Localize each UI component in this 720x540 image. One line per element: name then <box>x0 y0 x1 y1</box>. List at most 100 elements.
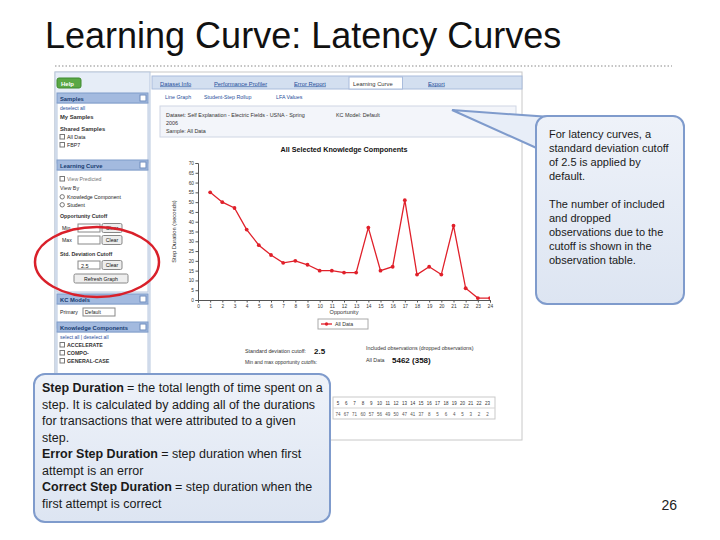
panel-title: Samples <box>60 96 84 102</box>
data-point <box>391 265 395 269</box>
x-tick: 2 <box>221 300 224 309</box>
table-cell: 2 <box>486 412 489 417</box>
x-tick: 3 <box>234 300 237 309</box>
callout-text: The number of included and dropped obser… <box>549 197 673 267</box>
table-header-cell: 6 <box>345 401 348 406</box>
x-tick-mark <box>356 300 357 303</box>
table-header-cell: 21 <box>468 401 474 406</box>
table-header-cell: 22 <box>477 401 483 406</box>
table-cell: 2 <box>478 412 481 417</box>
x-tick: 8 <box>294 300 297 309</box>
cutoff-label: Standard deviation cutoff: <box>245 348 306 354</box>
sample-item: All Data <box>67 134 86 140</box>
x-tick: 15 <box>378 300 384 309</box>
y-tick-label: 0 <box>191 298 194 303</box>
y-tick-label: 15 <box>189 269 195 274</box>
table-header-cell: 7 <box>353 401 356 406</box>
x-tick-mark <box>320 300 321 303</box>
refresh-button <box>74 274 128 283</box>
x-tick-label: 19 <box>427 304 433 309</box>
observations-name: All Data <box>366 357 385 363</box>
y-tick-mark <box>196 202 199 203</box>
x-tick-mark <box>393 300 394 303</box>
table-header-cell: 17 <box>435 401 441 406</box>
x-tick-label: 6 <box>270 304 273 309</box>
data-point <box>220 200 224 204</box>
x-tick-label: 7 <box>282 304 285 309</box>
x-tick-mark <box>283 300 284 303</box>
table-cell: 57 <box>369 412 375 417</box>
definition-term: Correct Step Duration <box>42 480 172 494</box>
panel-header <box>57 160 148 170</box>
x-tick-mark <box>454 300 455 303</box>
clear-button-label: Clear <box>106 262 119 268</box>
y-tick: 45 <box>189 210 198 215</box>
sample-group: Shared Samples <box>60 126 105 132</box>
radio <box>60 195 64 199</box>
data-point <box>415 273 419 277</box>
x-tick-mark <box>344 300 345 303</box>
y-tick-mark <box>196 232 199 233</box>
y-tick: 50 <box>189 200 198 205</box>
radio <box>60 203 64 207</box>
callout-right: For latency curves, a standard deviation… <box>535 115 685 305</box>
chart: All Selected Knowledge Components0123456… <box>171 145 493 329</box>
x-tick-mark <box>235 300 236 303</box>
legend-label: All Data <box>335 321 353 327</box>
panel-title: Learning Curve <box>60 163 103 169</box>
help-label: Help <box>61 81 74 87</box>
x-tick: 18 <box>415 300 421 309</box>
sample-link: deselect all <box>60 105 85 111</box>
table-cell: 49 <box>385 412 391 417</box>
x-tick-mark <box>490 300 491 303</box>
y-tick-mark <box>196 290 199 291</box>
title-rule <box>55 65 672 66</box>
table-header-cell: 20 <box>460 401 466 406</box>
table-header-cell: 9 <box>370 401 373 406</box>
table-cell: 67 <box>344 412 350 417</box>
data-point <box>452 224 456 228</box>
input-field <box>78 236 100 244</box>
y-axis: 0510152025303540455055606570 <box>189 161 199 303</box>
section-label: Opportunity Cutoff <box>60 213 108 219</box>
x-tick: 21 <box>451 300 457 309</box>
y-tick: 5 <box>191 288 198 293</box>
data-point <box>306 263 310 267</box>
table-header-cell: 8 <box>362 401 365 406</box>
sample-group: My Samples <box>60 114 94 120</box>
plot-area <box>208 190 490 299</box>
panel-header <box>57 294 148 304</box>
x-tick-mark <box>429 300 430 303</box>
y-tick-mark <box>196 173 199 174</box>
option-label: Knowledge Component <box>67 194 121 200</box>
definition-term: Step Duration <box>42 381 124 395</box>
x-tick: 0 <box>197 300 200 309</box>
y-tick-label: 40 <box>189 220 195 225</box>
y-tick-mark <box>196 163 199 164</box>
highlight-ellipse <box>35 227 159 297</box>
y-tick-mark <box>196 222 199 223</box>
x-tick: 23 <box>476 300 482 309</box>
tab-bar <box>152 76 522 89</box>
x-axis-line <box>199 301 491 303</box>
option-label: View Predicted <box>67 176 102 182</box>
table-cell: 56 <box>377 412 383 417</box>
y-tick: 30 <box>189 239 198 244</box>
x-axis-title: Opportunity <box>330 309 359 315</box>
table-header-cell: 16 <box>427 401 433 406</box>
table-header-cell: 5 <box>337 401 340 406</box>
table-cell: 5 <box>436 412 439 417</box>
y-tick-mark <box>196 183 199 184</box>
cutoff-label: Min and max opportunity cutoffs: <box>245 359 317 365</box>
x-tick-mark <box>222 300 223 303</box>
x-tick-mark <box>405 300 406 303</box>
x-tick-mark <box>381 300 382 303</box>
x-axis: 0123456789101112131415161718192021222324 <box>197 300 493 309</box>
data-point <box>476 296 480 300</box>
y-tick-mark <box>196 251 199 252</box>
tab-label: Learning Curve <box>353 81 393 87</box>
data-point <box>342 271 346 275</box>
observations-label: Included observations (dropped observati… <box>366 345 474 351</box>
x-tick: 12 <box>342 300 348 309</box>
tab-label: Dataset Info <box>160 81 191 87</box>
